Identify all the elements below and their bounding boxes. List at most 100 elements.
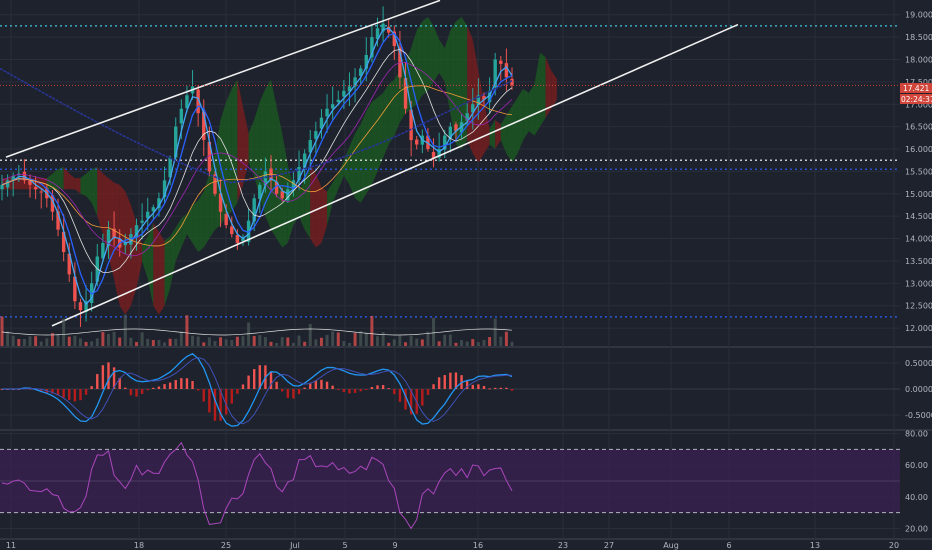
y-tick-label: 15.000 bbox=[905, 190, 932, 199]
candle-body bbox=[448, 126, 453, 139]
macd-histogram-bar bbox=[163, 384, 166, 389]
last-price-label: 17.421 bbox=[903, 84, 929, 93]
macd-histogram-bar bbox=[241, 384, 245, 389]
volume-bar bbox=[342, 340, 346, 346]
ichimoku-cloud-segment bbox=[495, 119, 501, 150]
candle-body bbox=[409, 109, 413, 141]
ichimoku-cloud-segment bbox=[97, 166, 103, 235]
macd-histogram-bar bbox=[409, 389, 413, 415]
macd-histogram-bar bbox=[219, 389, 222, 421]
candle-body bbox=[291, 180, 296, 189]
volume-bar bbox=[196, 336, 200, 346]
ichimoku-cloud-segment bbox=[114, 182, 120, 306]
candle-body bbox=[185, 95, 189, 109]
price-pane[interactable] bbox=[0, 0, 900, 346]
candle-body bbox=[504, 63, 509, 78]
ichimoku-cloud-segment bbox=[265, 79, 272, 230]
ichimoku-cloud-segment bbox=[164, 236, 171, 306]
volume-bar bbox=[106, 333, 110, 346]
x-tick-label: 11 bbox=[6, 541, 16, 550]
candle-body bbox=[134, 225, 139, 237]
macd-histogram-bar bbox=[331, 385, 334, 389]
macd-histogram-bar bbox=[281, 389, 284, 392]
rsi-pane[interactable] bbox=[0, 441, 900, 530]
candle-body bbox=[482, 95, 486, 100]
volume-bar bbox=[319, 337, 323, 346]
candle-body bbox=[499, 60, 503, 64]
x-tick-label: 16 bbox=[473, 541, 483, 550]
ichimoku-cloud-segment bbox=[203, 173, 210, 248]
ichimoku-cloud-segment bbox=[13, 178, 19, 190]
ichimoku-cloud-segment bbox=[360, 110, 367, 203]
y-tick-label: -0.5000 bbox=[905, 411, 932, 420]
volume-bar bbox=[482, 339, 486, 346]
candle-body bbox=[123, 243, 127, 246]
price-axis[interactable]: 19.000 18.500 18.000 17.500 17.000 16.500 16.0… bbox=[905, 11, 932, 534]
price-badges: 17.421 02:24:37 bbox=[900, 83, 932, 104]
x-tick-label: 25 bbox=[221, 541, 231, 550]
ichimoku-cloud-segment bbox=[388, 79, 395, 145]
volume-bar bbox=[213, 341, 217, 346]
candle-body bbox=[224, 214, 228, 226]
y-tick-label: 12.500 bbox=[905, 302, 932, 311]
candle-body bbox=[347, 86, 352, 92]
macd-histogram-bar bbox=[191, 380, 194, 389]
candle-body bbox=[28, 180, 32, 185]
macd-histogram-bar bbox=[465, 380, 469, 389]
macd-histogram-bar bbox=[185, 378, 189, 389]
candle-body bbox=[168, 157, 172, 178]
volume-bar bbox=[409, 335, 413, 346]
volume-bar bbox=[50, 333, 54, 346]
upper-trendline bbox=[5, 0, 441, 158]
ma-fast-line bbox=[1, 27, 513, 306]
candle-body bbox=[487, 90, 492, 103]
macd-histogram-bar bbox=[129, 389, 133, 396]
macd-histogram-bar bbox=[449, 372, 452, 389]
candle-body bbox=[140, 220, 144, 223]
volume-bar bbox=[420, 339, 424, 346]
y-tick-label: 40.00 bbox=[905, 493, 928, 502]
volume-bar bbox=[39, 341, 43, 346]
ichimoku-cloud-segment bbox=[433, 25, 440, 82]
candle-body bbox=[263, 171, 268, 186]
macd-histogram-bar bbox=[135, 389, 138, 397]
y-tick-label: 13.000 bbox=[905, 279, 932, 288]
volume-bar bbox=[56, 334, 60, 346]
y-tick-label: 18.500 bbox=[905, 33, 932, 42]
macd-histogram-bar bbox=[247, 375, 250, 389]
volume-bar bbox=[336, 332, 340, 346]
candle-body bbox=[274, 181, 279, 194]
ichimoku-cloud-segment bbox=[489, 119, 496, 150]
volume-bar bbox=[510, 341, 514, 346]
macd-pane[interactable] bbox=[0, 353, 900, 427]
volume-bar bbox=[22, 338, 26, 346]
y-tick-label: 60.00 bbox=[905, 461, 928, 470]
volume-bar bbox=[364, 332, 368, 346]
time-axis[interactable]: 11 18 25 Jul 5 9 16 23 27 Aug 6 13 20 bbox=[6, 541, 899, 550]
volume-bar bbox=[258, 335, 262, 346]
volume-bar bbox=[168, 338, 172, 346]
candle-body bbox=[157, 198, 161, 209]
x-tick-label: 18 bbox=[134, 541, 144, 550]
ma-white-line bbox=[1, 49, 513, 273]
ichimoku-cloud-segment bbox=[74, 178, 81, 194]
macd-histogram-bar bbox=[337, 389, 340, 390]
ichimoku-cloud-segment bbox=[58, 166, 64, 190]
candle-body bbox=[202, 111, 206, 141]
ichimoku-cloud-segment bbox=[450, 21, 456, 145]
ichimoku-cloud-segment bbox=[175, 218, 182, 261]
ichimoku-cloud-segment bbox=[500, 115, 507, 154]
volume-bar bbox=[432, 317, 436, 346]
macd-histogram-bar bbox=[152, 387, 155, 389]
volume-bar bbox=[331, 331, 335, 346]
ichimoku-cloud-segment bbox=[478, 70, 484, 163]
y-tick-label: 20.00 bbox=[905, 525, 928, 534]
ichimoku-cloud-segment bbox=[237, 79, 243, 203]
macd-histogram-bar bbox=[230, 389, 233, 404]
volume-ma-line bbox=[1, 328, 513, 336]
volume-bar bbox=[488, 337, 492, 346]
macd-histogram-bar bbox=[140, 389, 144, 394]
ichimoku-cloud-segment bbox=[142, 236, 148, 279]
candle-body bbox=[471, 104, 475, 113]
